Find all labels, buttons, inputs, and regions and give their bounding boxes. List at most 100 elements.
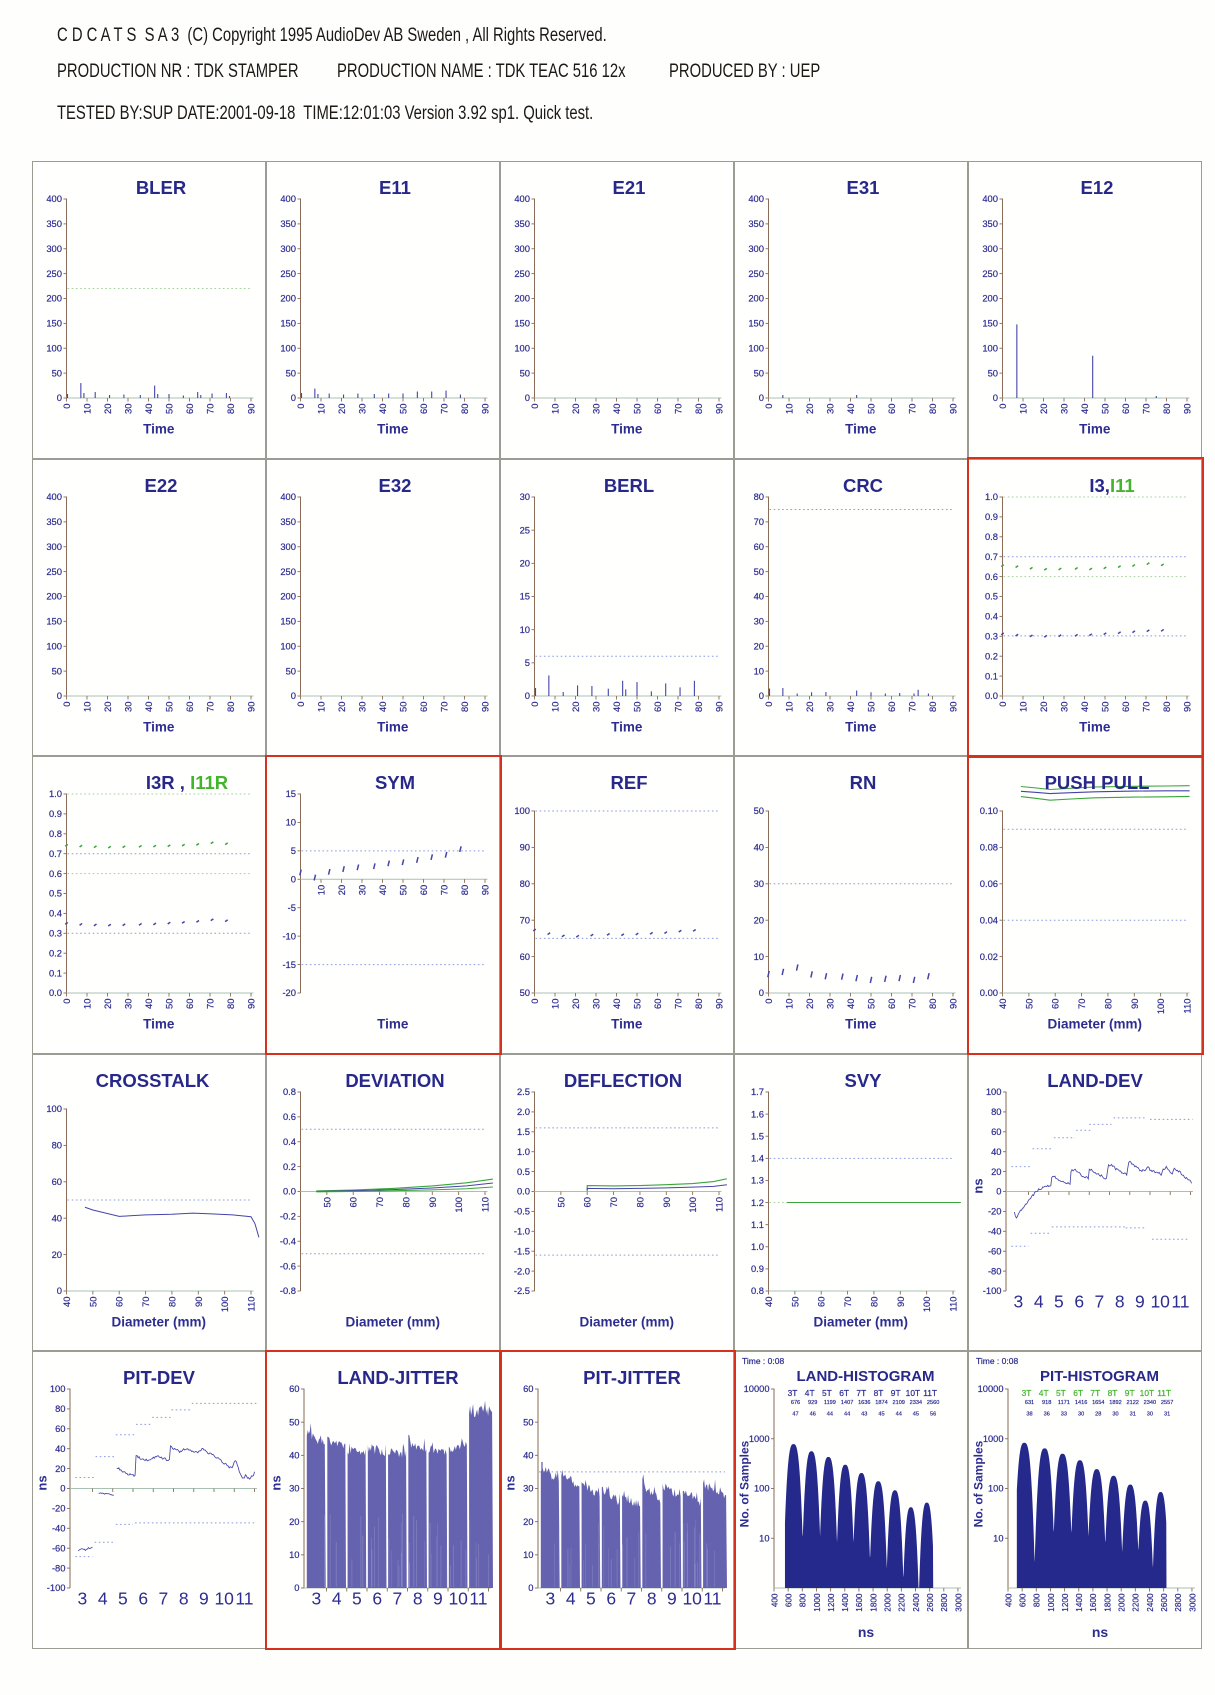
svg-text:10: 10 (1018, 701, 1029, 711)
svg-text:45: 45 (878, 1412, 884, 1418)
svg-text:1.0: 1.0 (985, 491, 998, 502)
svg-text:60: 60 (184, 701, 195, 711)
svg-text:60: 60 (55, 1423, 65, 1434)
svg-text:SVY: SVY (844, 1070, 882, 1091)
svg-text:80: 80 (927, 999, 938, 1009)
svg-text:0.5: 0.5 (49, 888, 62, 899)
svg-text:SYM: SYM (375, 772, 415, 793)
svg-text:1000: 1000 (813, 1593, 822, 1612)
svg-text:80: 80 (1102, 999, 1113, 1009)
svg-text:0.5: 0.5 (985, 590, 998, 601)
svg-text:400: 400 (280, 193, 296, 204)
svg-text:80: 80 (55, 1403, 65, 1414)
svg-text:10: 10 (82, 999, 93, 1009)
svg-text:1.2: 1.2 (751, 1197, 764, 1208)
svg-text:30: 30 (591, 701, 602, 711)
svg-text:30: 30 (825, 404, 836, 414)
svg-text:20: 20 (52, 1249, 62, 1260)
svg-text:40: 40 (845, 701, 856, 711)
svg-text:0: 0 (291, 874, 296, 885)
svg-text:6T: 6T (839, 1388, 849, 1398)
svg-text:9T: 9T (1125, 1388, 1135, 1398)
svg-text:80: 80 (520, 878, 530, 889)
svg-text:25: 25 (520, 524, 530, 535)
svg-text:2600: 2600 (1160, 1593, 1169, 1612)
svg-text:60: 60 (652, 999, 663, 1009)
svg-text:20: 20 (804, 701, 815, 711)
svg-text:10: 10 (523, 1549, 533, 1560)
svg-text:0: 0 (996, 1185, 1001, 1196)
svg-text:0.1: 0.1 (985, 670, 998, 681)
svg-text:2400: 2400 (1146, 1593, 1155, 1612)
svg-text:38: 38 (1026, 1412, 1032, 1418)
svg-text:50: 50 (164, 404, 175, 414)
svg-text:250: 250 (280, 268, 296, 279)
svg-text:2109: 2109 (892, 1400, 904, 1406)
svg-text:400: 400 (280, 491, 296, 502)
svg-text:60: 60 (754, 541, 764, 552)
svg-text:30: 30 (123, 701, 134, 711)
svg-text:BERL: BERL (604, 475, 654, 496)
svg-text:80: 80 (634, 1197, 645, 1207)
svg-text:70: 70 (673, 999, 684, 1009)
svg-text:90: 90 (661, 1197, 672, 1207)
svg-text:0: 0 (61, 999, 72, 1004)
svg-text:90: 90 (948, 701, 959, 711)
svg-text:50: 50 (520, 367, 530, 378)
svg-text:1407: 1407 (841, 1400, 853, 1406)
svg-text:4: 4 (98, 1589, 108, 1609)
svg-text:200: 200 (46, 293, 62, 304)
svg-text:100: 100 (280, 342, 296, 353)
svg-text:-2.0: -2.0 (514, 1265, 530, 1276)
svg-text:350: 350 (982, 218, 998, 229)
svg-text:1.5: 1.5 (517, 1126, 530, 1137)
svg-text:9: 9 (667, 1589, 677, 1609)
svg-text:10: 10 (759, 1534, 769, 1544)
svg-text:100: 100 (280, 640, 296, 651)
svg-text:0.00: 0.00 (980, 987, 998, 998)
svg-text:0.9: 0.9 (49, 808, 62, 819)
svg-text:1171: 1171 (1058, 1400, 1070, 1406)
svg-text:150: 150 (982, 318, 998, 329)
svg-text:60: 60 (520, 951, 530, 962)
svg-text:10: 10 (1150, 1291, 1170, 1311)
svg-text:-1.5: -1.5 (514, 1245, 530, 1256)
svg-text:3000: 3000 (954, 1593, 963, 1612)
svg-text:0: 0 (525, 392, 530, 403)
svg-text:2400: 2400 (912, 1593, 921, 1612)
svg-text:7T: 7T (856, 1388, 866, 1398)
svg-text:1.0: 1.0 (49, 788, 62, 799)
svg-text:90: 90 (1182, 701, 1193, 711)
svg-text:100: 100 (687, 1197, 698, 1213)
svg-text:Time : 0:08: Time : 0:08 (976, 1356, 1018, 1366)
svg-text:E21: E21 (613, 177, 646, 198)
svg-text:60: 60 (523, 1384, 533, 1395)
svg-text:250: 250 (982, 268, 998, 279)
svg-text:60: 60 (114, 1296, 125, 1306)
svg-text:80: 80 (693, 999, 704, 1009)
svg-text:90: 90 (193, 1296, 204, 1306)
svg-text:0.0: 0.0 (49, 987, 62, 998)
svg-text:1.4: 1.4 (751, 1152, 764, 1163)
svg-text:5: 5 (1054, 1291, 1064, 1311)
svg-text:70: 70 (1141, 404, 1152, 414)
svg-text:4T: 4T (1039, 1388, 1049, 1398)
svg-text:40: 40 (611, 701, 622, 711)
svg-text:30: 30 (123, 404, 134, 414)
svg-text:50: 50 (523, 1417, 533, 1428)
svg-text:150: 150 (280, 318, 296, 329)
svg-text:0.0: 0.0 (985, 690, 998, 701)
svg-text:-0.4: -0.4 (280, 1235, 296, 1246)
svg-text:DEFLECTION: DEFLECTION (564, 1070, 682, 1091)
svg-text:0.8: 0.8 (751, 1285, 764, 1296)
svg-text:0.6: 0.6 (49, 868, 62, 879)
svg-text:10: 10 (82, 701, 93, 711)
svg-text:1654: 1654 (1092, 1400, 1104, 1406)
svg-text:1.6: 1.6 (751, 1108, 764, 1119)
svg-text:150: 150 (46, 318, 62, 329)
svg-text:10: 10 (520, 623, 530, 634)
svg-text:CROSSTALK: CROSSTALK (96, 1070, 210, 1091)
svg-text:300: 300 (46, 243, 62, 254)
svg-text:20: 20 (991, 1166, 1001, 1177)
svg-text:80: 80 (868, 1296, 879, 1306)
